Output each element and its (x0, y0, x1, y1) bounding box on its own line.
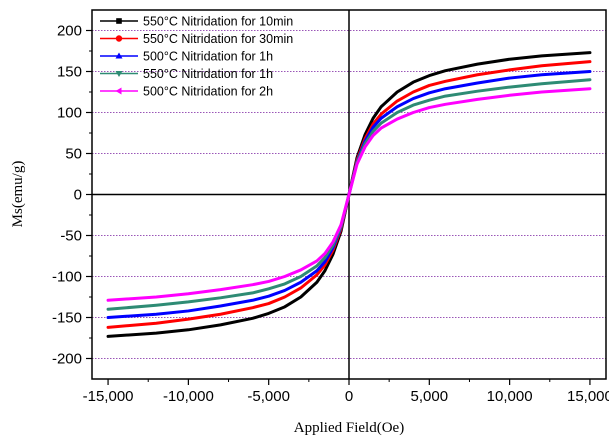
y-tick-label-5: 50 (65, 146, 82, 163)
x-tick-label-1: -10,000 (163, 388, 214, 405)
y-tick-label-4: 0 (74, 187, 82, 204)
legend-marker-3 (115, 71, 123, 77)
legend: 550°C Nitridation for 10min 550°C Nitrida… (100, 15, 293, 99)
legend-label-3: 550°C Nitridation for 1h (143, 67, 273, 81)
x-tick-label-3: 0 (345, 388, 353, 405)
legend-marker-0 (116, 18, 122, 24)
y-tick-label-3: -50 (60, 228, 82, 245)
y-tick-label-7: 150 (57, 64, 82, 81)
series-lines (106, 51, 592, 338)
legend-label-2: 500°C Nitridation for 1h (143, 50, 273, 64)
legend-marker-2 (115, 52, 123, 59)
x-tick-label-0: -15,000 (83, 388, 134, 405)
x-tick-label-6: 15,000 (567, 388, 609, 405)
series-line-4 (106, 87, 592, 302)
y-tick-label-8: 200 (57, 23, 82, 40)
y-ticks: -200 -150 -100 -50 0 50 100 150 200 (52, 23, 92, 368)
y-tick-label-1: -150 (52, 310, 82, 327)
y-axis-title: Ms(emu/g) (10, 161, 26, 228)
legend-marker-1 (115, 35, 123, 42)
x-tick-label-4: 5,000 (411, 388, 449, 405)
y-tick-label-2: -100 (52, 269, 82, 286)
y-tick-label-6: 100 (57, 105, 82, 122)
x-ticks: -15,000 -10,000 -5,000 0 5,000 10,000 15,000 (83, 379, 609, 405)
x-tick-label-2: -5,000 (247, 388, 290, 405)
x-tick-label-5: 10,000 (487, 388, 533, 405)
y-tick-label-0: -200 (52, 351, 82, 368)
legend-label-0: 550°C Nitridation for 10min (143, 15, 293, 29)
x-axis-title: Applied Field(Oe) (294, 420, 404, 436)
legend-label-1: 550°C Nitridation for 30min (143, 32, 293, 46)
legend-marker-4 (115, 87, 122, 95)
legend-label-4: 500°C Nitridation for 2h (143, 85, 273, 99)
